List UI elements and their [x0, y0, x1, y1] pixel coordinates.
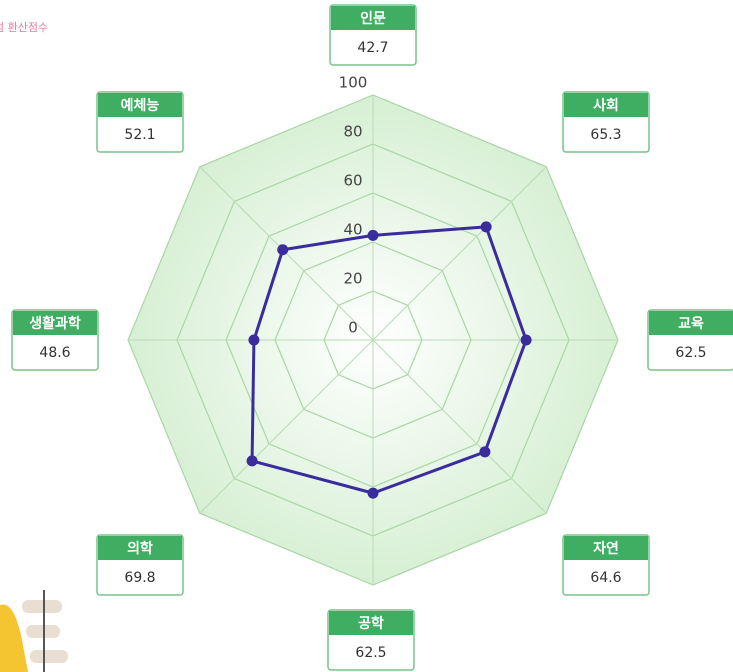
value-label: 69.8	[124, 570, 155, 586]
decoration	[0, 590, 68, 672]
r-tick-label: 100	[339, 74, 368, 92]
category-label: 예체능	[121, 98, 160, 114]
category-box: 예체능 52.1	[97, 92, 183, 152]
value-label: 62.5	[355, 645, 386, 661]
category-label: 사회	[593, 98, 619, 114]
value-label: 64.6	[590, 570, 621, 586]
subtitle: 점 환산점수	[0, 21, 48, 34]
radar-point	[368, 488, 379, 499]
r-tick-label: 80	[343, 123, 362, 141]
category-label: 인문	[360, 10, 386, 27]
radar-point	[277, 244, 288, 255]
radar-point	[368, 230, 379, 241]
value-label: 62.5	[675, 345, 706, 361]
category-label: 생활과학	[29, 315, 81, 332]
category-label: 공학	[358, 616, 384, 632]
radar-point	[479, 446, 490, 457]
category-label: 의학	[127, 540, 153, 557]
value-label: 65.3	[590, 127, 621, 143]
category-box: 공학 62.5	[328, 610, 414, 670]
value-label: 52.1	[124, 127, 155, 143]
category-label: 자연	[593, 541, 619, 557]
category-box: 생활과학 48.6	[12, 310, 98, 370]
r-tick-label: 40	[343, 221, 362, 239]
r-tick-label: 0	[348, 319, 358, 337]
category-box: 의학 69.8	[97, 535, 183, 595]
radar-point	[481, 221, 492, 232]
radar-point	[248, 335, 259, 346]
category-box: 사회 65.3	[563, 92, 649, 152]
category-box: 인문 42.7	[330, 5, 416, 65]
value-label: 42.7	[357, 40, 388, 56]
radar-point	[521, 335, 532, 346]
chart: 점 환산점수 0 20 40 60 80 100 인문 42.7 사회 65.3 교육 62.5 자연 6…	[0, 0, 733, 672]
category-box: 자연 64.6	[563, 535, 649, 595]
value-label: 48.6	[39, 345, 70, 361]
category-label: 교육	[678, 316, 704, 332]
r-tick-label: 20	[343, 270, 362, 288]
radar-point	[247, 455, 258, 466]
category-box: 교육 62.5	[648, 310, 733, 370]
r-tick-label: 60	[343, 172, 362, 190]
